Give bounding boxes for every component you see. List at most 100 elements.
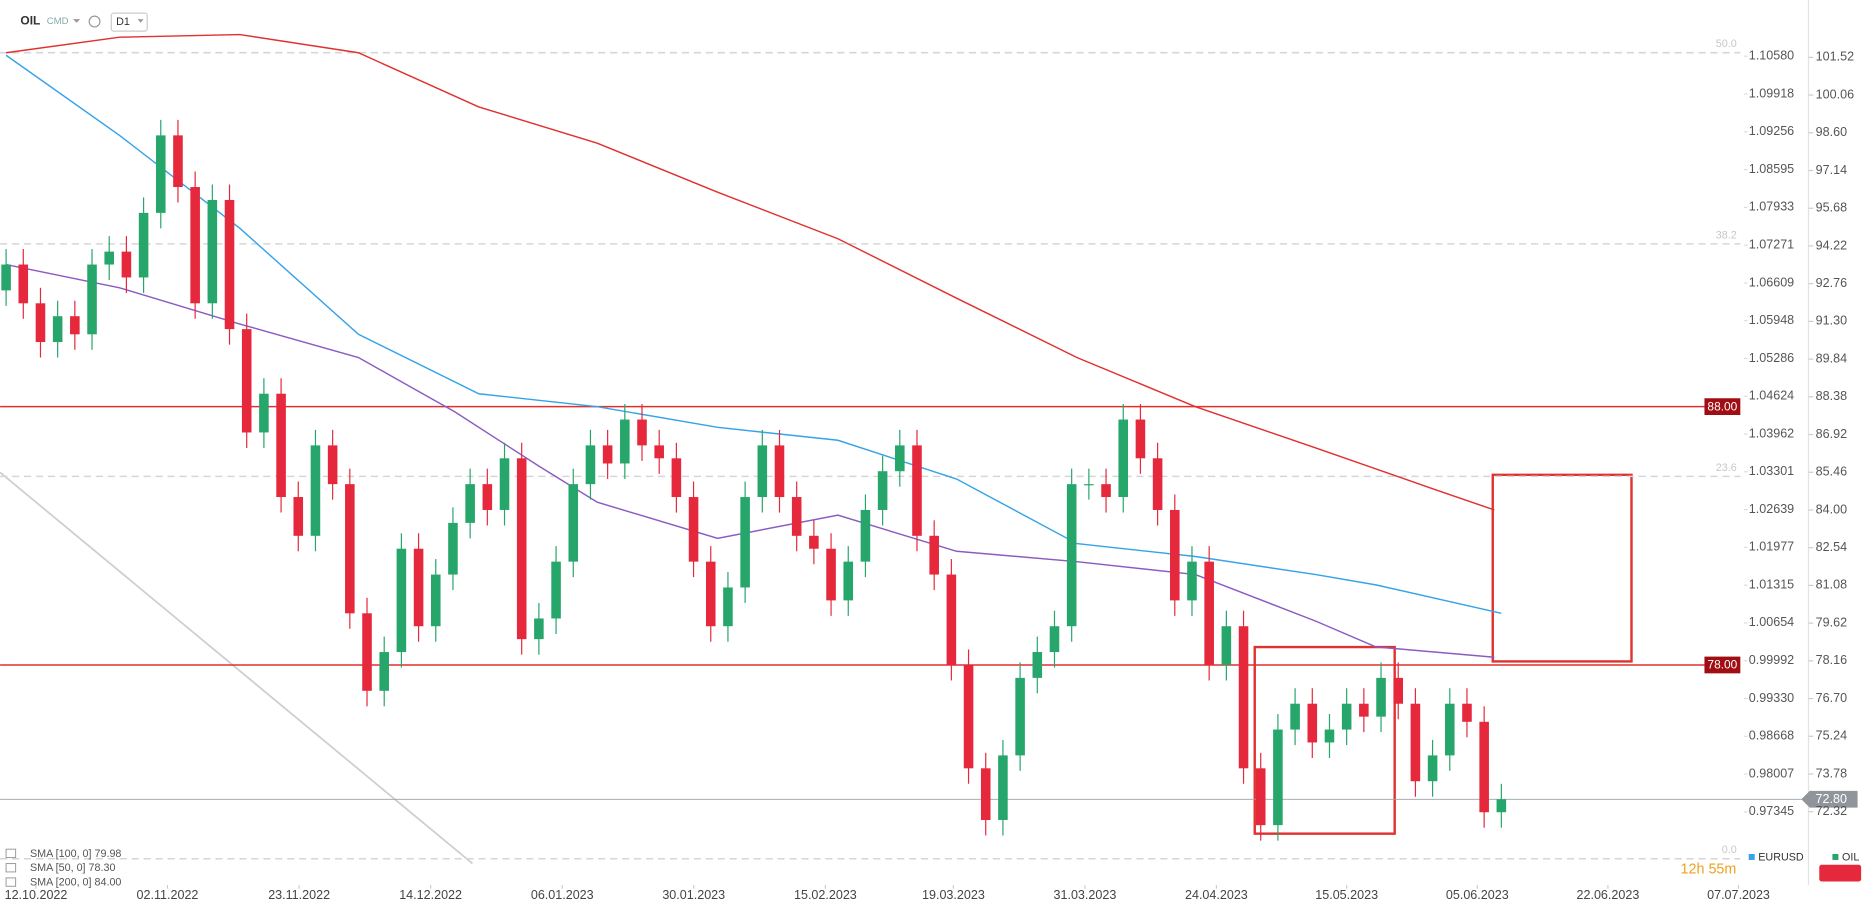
candle-body: [430, 574, 441, 627]
candle-body: [740, 497, 750, 588]
y2-tick-label: 1.00654: [1749, 615, 1794, 629]
candle-body: [1066, 484, 1077, 627]
candle-body: [396, 548, 407, 653]
close-button[interactable]: [1819, 864, 1862, 882]
candle-body: [895, 445, 905, 472]
candle-body: [516, 458, 527, 640]
candle-body: [688, 497, 699, 562]
candle-body: [1, 264, 11, 291]
candle-body: [310, 445, 321, 536]
candle-body: [534, 618, 544, 640]
range-box: [1253, 645, 1396, 835]
y2-tick-label: 1.02639: [1749, 502, 1794, 516]
y2-tick-label: 1.01977: [1749, 540, 1794, 554]
candle-body: [877, 471, 888, 510]
y2-tick-label: 1.01315: [1749, 577, 1794, 591]
x-tick-label: 30.01.2023: [662, 888, 725, 902]
x-tick-label: 07.07.2023: [1707, 888, 1770, 902]
indicator-icon: [5, 863, 17, 873]
candle-body: [379, 652, 389, 691]
info-icon[interactable]: [88, 15, 101, 28]
y-tick-label: 75.24: [1816, 729, 1847, 743]
x-tick-label: 05.06.2023: [1446, 888, 1509, 902]
candle-body: [104, 251, 114, 265]
x-tick-label: 24.04.2023: [1185, 888, 1248, 902]
indicator-label: SMA [100, 0] 79.98: [30, 848, 121, 860]
candle-body: [362, 613, 372, 691]
dropdown: [137, 19, 144, 23]
candle-body: [1273, 729, 1283, 826]
y2-tick-label: 1.07933: [1749, 200, 1794, 214]
y-tick-label: 95.68: [1816, 201, 1847, 215]
y-tick-label: 86.92: [1816, 427, 1847, 441]
candle-body: [791, 497, 802, 536]
y2-tick-label: 0.98007: [1749, 766, 1794, 780]
level-badge: [1704, 398, 1741, 416]
x-tick-label: 12.10.2022: [5, 888, 68, 902]
level-badge: [1704, 656, 1741, 674]
candle-body: [946, 574, 957, 665]
candle-body: [259, 393, 269, 433]
candle-body: [963, 664, 974, 769]
x-tick-label: 19.03.2023: [922, 888, 985, 902]
y-tick-label: 72.32: [1816, 804, 1847, 818]
candle-body: [705, 561, 716, 627]
candle-body: [1238, 626, 1249, 769]
fib-label: 0.0: [1722, 844, 1737, 856]
legend-swatch: [1748, 853, 1755, 860]
timeframe-box[interactable]: [110, 12, 148, 32]
candle-body: [723, 587, 733, 627]
candle-body: [345, 484, 355, 614]
fib-label: 38.2: [1716, 229, 1737, 241]
x-tick-label: 31.03.2023: [1054, 888, 1117, 902]
x-tick-label: 22.06.2023: [1577, 888, 1640, 902]
indicator-label: SMA [50, 0] 78.30: [30, 862, 115, 874]
timer: 12h 55m: [1681, 861, 1737, 877]
candle-body: [585, 445, 596, 485]
candle-body: [551, 561, 561, 619]
candle-body: [52, 316, 63, 343]
y2-tick-label: 0.98668: [1749, 729, 1794, 743]
candle-body: [1410, 703, 1421, 782]
candle-body: [448, 522, 458, 575]
level-label: 88.00: [1707, 399, 1737, 413]
candle-body: [998, 755, 1008, 820]
candle-body: [809, 535, 819, 549]
y-tick-label: 88.38: [1816, 389, 1847, 403]
target-box: [1491, 473, 1633, 663]
candle-body: [774, 445, 785, 498]
candle-body: [929, 535, 939, 575]
y2-tick-label: 0.97345: [1749, 804, 1794, 818]
legend-label: EURUSD: [1758, 851, 1804, 863]
y-tick-label: 78.16: [1816, 653, 1847, 667]
last-price-badge: [1801, 790, 1858, 808]
candle-body: [465, 484, 475, 523]
y-tick-label: 84.00: [1816, 502, 1847, 516]
candle-body: [568, 484, 579, 562]
y2-tick-label: 1.03301: [1749, 464, 1794, 478]
y-tick-label: 101.52: [1816, 50, 1854, 64]
y-tick-label: 97.14: [1816, 163, 1847, 177]
dropdown[interactable]: [73, 19, 81, 23]
candle-body: [241, 329, 252, 433]
candle-body: [1427, 755, 1438, 782]
fib-label: 50.0: [1716, 38, 1737, 50]
y-tick-label: 79.62: [1816, 615, 1847, 629]
y-tick-label: 98.60: [1816, 125, 1847, 139]
candle-body: [1187, 561, 1197, 601]
candle-body: [1152, 458, 1163, 510]
candle-body: [121, 251, 132, 278]
candle-body: [1307, 703, 1318, 743]
candle-body: [413, 548, 424, 627]
y-tick-label: 91.30: [1816, 314, 1847, 328]
candle-body: [826, 548, 836, 601]
candle-body: [1032, 652, 1043, 678]
candle-body: [1084, 484, 1094, 486]
candle-body: [138, 212, 149, 278]
indicator-icon: [5, 848, 17, 859]
y-tick-label: 82.54: [1816, 540, 1847, 554]
candle-body: [1221, 626, 1232, 665]
candle-body: [860, 509, 871, 562]
